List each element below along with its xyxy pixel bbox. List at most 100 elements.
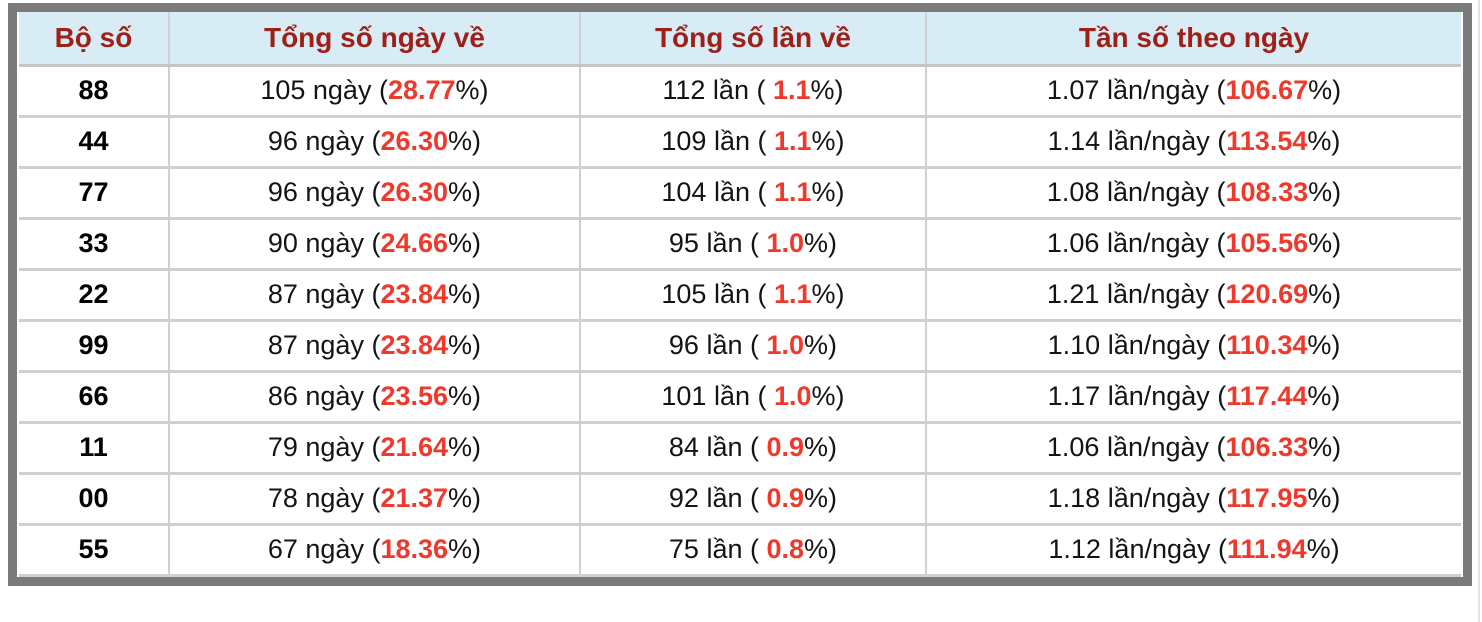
times-text: 95 lần ( (668, 228, 767, 258)
cell-frequency: 1.06 lần/ngày (105.56%) (925, 218, 1461, 271)
times-percent-value: 1.0 (766, 330, 805, 360)
header-frequency-per-day: Tần số theo ngày (925, 12, 1461, 67)
times-percent-value: 1.1 (773, 279, 812, 309)
days-text: 90 ngày ( (267, 228, 381, 258)
days-percent-suffix: %) (448, 432, 482, 462)
times-percent-suffix: %) (811, 177, 845, 207)
days-percent-value: 23.84 (380, 279, 449, 309)
cell-frequency: 1.07 lần/ngày (106.67%) (925, 65, 1461, 118)
frequency-percent-suffix: %) (1307, 483, 1341, 513)
frequency-percent-suffix: %) (1308, 432, 1342, 462)
days-percent-value: 24.66 (380, 228, 449, 258)
table-row: 66 86 ngày (23.56%) 101 lần ( 1.0%) 1.17… (19, 371, 1461, 424)
days-percent-value: 28.77 (387, 75, 456, 105)
frequency-percent-suffix: %) (1308, 75, 1342, 105)
times-percent-suffix: %) (804, 534, 838, 564)
frequency-percent-suffix: %) (1306, 534, 1340, 564)
times-percent-value: 1.0 (766, 228, 805, 258)
table-row: 22 87 ngày (23.84%) 105 lần ( 1.1%) 1.21… (19, 269, 1461, 322)
days-percent-suffix: %) (448, 177, 482, 207)
frequency-text: 1.12 lần/ngày ( (1048, 534, 1227, 564)
days-percent-suffix: %) (448, 279, 482, 309)
days-percent-suffix: %) (448, 381, 482, 411)
times-percent-suffix: %) (804, 483, 838, 513)
frequency-percent-value: 110.34 (1226, 330, 1308, 360)
days-percent-value: 18.36 (380, 534, 449, 564)
header-total-times: Tổng số lần về (578, 12, 926, 67)
cell-total-times: 96 lần ( 1.0%) (578, 320, 926, 373)
times-percent-suffix: %) (811, 126, 845, 156)
days-percent-value: 23.56 (380, 381, 449, 411)
frequency-text: 1.18 lần/ngày ( (1047, 483, 1227, 513)
cell-total-times: 92 lần ( 0.9%) (578, 473, 926, 526)
days-percent-value: 26.30 (380, 126, 449, 156)
statistics-table-frame: Bộ số Tổng số ngày về Tổng số lần về Tần… (8, 3, 1472, 586)
times-text: 105 lần ( (661, 279, 774, 309)
times-percent-suffix: %) (804, 432, 838, 462)
days-percent-suffix: %) (448, 126, 482, 156)
times-percent-value: 1.1 (772, 75, 811, 105)
cell-total-days: 67 ngày (18.36%) (167, 524, 580, 577)
table-row: 55 67 ngày (18.36%) 75 lần ( 0.8%) 1.12 … (19, 524, 1461, 577)
frequency-text: 1.07 lần/ngày ( (1046, 75, 1226, 105)
frequency-text: 1.06 lần/ngày ( (1046, 432, 1226, 462)
table-row: 77 96 ngày (26.30%) 104 lần ( 1.1%) 1.08… (19, 167, 1461, 220)
cell-total-days: 96 ngày (26.30%) (167, 167, 580, 220)
table-row: 00 78 ngày (21.37%) 92 lần ( 0.9%) 1.18 … (19, 473, 1461, 526)
times-text: 75 lần ( (668, 534, 767, 564)
cell-frequency: 1.10 lần/ngày (110.34%) (925, 320, 1461, 373)
cell-total-times: 101 lần ( 1.0%) (578, 371, 926, 424)
header-pair-number: Bộ số (19, 12, 169, 67)
cell-frequency: 1.14 lần/ngày (113.54%) (925, 116, 1461, 169)
times-percent-value: 0.8 (766, 534, 805, 564)
times-percent-value: 1.0 (773, 381, 812, 411)
frequency-text: 1.14 lần/ngày ( (1047, 126, 1227, 156)
cell-pair-number: 00 (19, 473, 169, 526)
cell-total-times: 84 lần ( 0.9%) (578, 422, 926, 475)
frequency-percent-value: 106.33 (1225, 432, 1309, 462)
days-text: 105 ngày ( (260, 75, 388, 105)
times-percent-value: 1.1 (773, 177, 812, 207)
cell-total-days: 96 ngày (26.30%) (167, 116, 580, 169)
cell-total-times: 104 lần ( 1.1%) (578, 167, 926, 220)
frequency-text: 1.21 lần/ngày ( (1046, 279, 1226, 309)
cell-pair-number: 77 (19, 167, 169, 220)
days-text: 79 ngày ( (267, 432, 381, 462)
cell-total-days: 90 ngày (24.66%) (167, 218, 580, 271)
times-text: 112 lần ( (662, 75, 773, 105)
times-text: 84 lần ( (668, 432, 767, 462)
days-text: 96 ngày ( (267, 126, 381, 156)
header-row: Bộ số Tổng số ngày về Tổng số lần về Tần… (19, 12, 1461, 67)
cell-pair-number: 88 (19, 65, 169, 118)
days-text: 78 ngày ( (267, 483, 381, 513)
times-text: 92 lần ( (668, 483, 767, 513)
cell-pair-number: 11 (19, 422, 169, 475)
frequency-percent-suffix: %) (1307, 330, 1341, 360)
table-row: 44 96 ngày (26.30%) 109 lần ( 1.1%) 1.14… (19, 116, 1461, 169)
days-percent-value: 23.84 (380, 330, 449, 360)
frequency-percent-value: 113.54 (1226, 126, 1308, 156)
cell-total-days: 79 ngày (21.64%) (167, 422, 580, 475)
cell-pair-number: 22 (19, 269, 169, 322)
cell-total-times: 112 lần ( 1.1%) (578, 65, 926, 118)
times-percent-suffix: %) (811, 381, 845, 411)
cell-total-days: 86 ngày (23.56%) (167, 371, 580, 424)
frequency-percent-suffix: %) (1308, 177, 1342, 207)
cell-frequency: 1.18 lần/ngày (117.95%) (925, 473, 1461, 526)
frequency-text: 1.17 lần/ngày ( (1047, 381, 1227, 411)
times-text: 104 lần ( (661, 177, 774, 207)
frequency-percent-suffix: %) (1307, 381, 1341, 411)
cell-frequency: 1.17 lần/ngày (117.44%) (925, 371, 1461, 424)
cell-pair-number: 33 (19, 218, 169, 271)
frequency-percent-suffix: %) (1307, 126, 1341, 156)
frequency-percent-value: 106.67 (1225, 75, 1309, 105)
days-text: 67 ngày ( (267, 534, 381, 564)
cell-pair-number: 66 (19, 371, 169, 424)
frequency-percent-value: 117.44 (1226, 381, 1308, 411)
frequency-percent-value: 108.33 (1225, 177, 1309, 207)
days-percent-value: 26.30 (380, 177, 449, 207)
table-row: 11 79 ngày (21.64%) 84 lần ( 0.9%) 1.06 … (19, 422, 1461, 475)
lottery-pair-stats-table: Bộ số Tổng số ngày về Tổng số lần về Tần… (19, 12, 1461, 577)
days-percent-suffix: %) (448, 483, 482, 513)
table-row: 33 90 ngày (24.66%) 95 lần ( 1.0%) 1.06 … (19, 218, 1461, 271)
